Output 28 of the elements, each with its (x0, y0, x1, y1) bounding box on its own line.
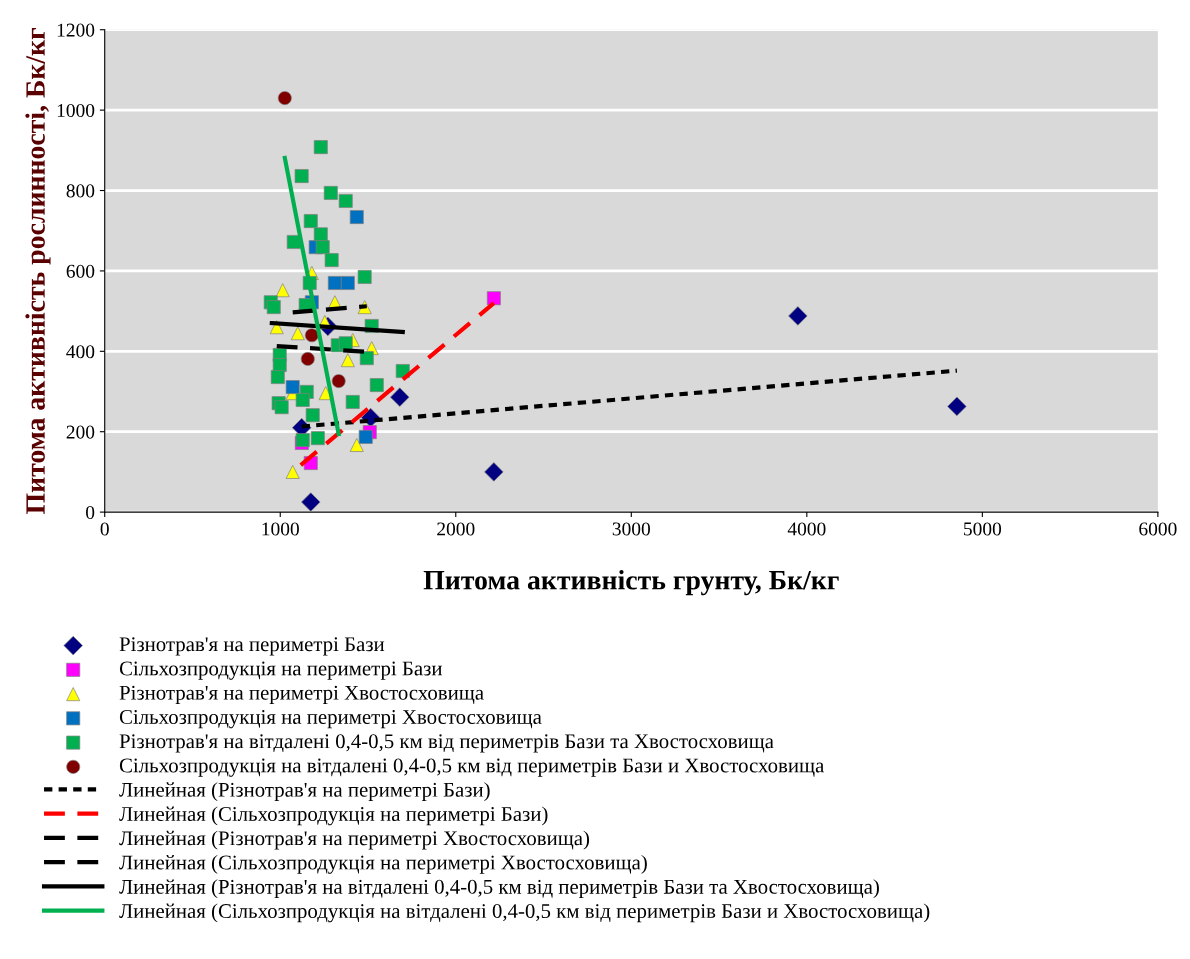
legend-label: Сільхозпродукція на периметрі Хвостосховища (119, 710, 542, 729)
legend-label: Різнотрав'я на вітдалені 0,4-0,5 км від периметрів Бази та Хвостосховища (119, 734, 774, 753)
y-axis-title: Питома активність рослинності, Бк/кг (25, 28, 51, 514)
x-tick-label: 4000 (787, 522, 826, 536)
x-tick-label: 0 (100, 522, 109, 536)
legend-label: Різнотрав'я на периметрі Бази (119, 637, 385, 656)
y-tick-label: 800 (66, 184, 95, 198)
legend-label: Линейная (Різнотрав'я на вітдалені 0,4-0,5 км від периметрів Бази та Хвостосховища) (119, 879, 879, 899)
y-tick-label: 400 (66, 345, 95, 359)
y-tick-label: 600 (66, 264, 95, 278)
x-axis-title: Питома активність грунту, Бк/кг (423, 570, 839, 596)
legend-label: Линейная (Сільхозпродукція на вітдалені 0,4-0,5 км від периметрів Бази и Хвостосховища) (119, 903, 930, 923)
x-tick-label: 3000 (612, 522, 650, 536)
legend-label: Сільхозпродукція на периметрі Бази (119, 661, 443, 680)
x-tick-label: 5000 (964, 522, 1002, 536)
y-tick-label: 1200 (57, 23, 95, 37)
y-tick-label: 1000 (57, 103, 95, 118)
legend-label: Линейная (Сільхозпродукція на периметрі Хвостосховища) (119, 854, 647, 874)
y-tick-label: 200 (66, 425, 95, 439)
legend-label: Сільхозпродукція на вітдалені 0,4-0,5 км від периметрів Бази и Хвостосховища (119, 758, 825, 777)
x-tick-label: 6000 (1139, 522, 1177, 536)
legend-label: Линейная (Різнотрав'я на периметрі Бази) (119, 782, 490, 802)
y-tick-label: 0 (86, 505, 95, 520)
x-tick-label: 1000 (262, 522, 299, 536)
x-tick-label: 2000 (437, 522, 475, 536)
legend-label: Линейная (Різнотрав'я на периметрі Хвостосховища) (119, 830, 590, 850)
legend-label: Різнотрав'я на периметрі Хвостосховища (119, 685, 484, 705)
legend-label: Линейная (Сільхозпродукція на периметрі Бази) (119, 806, 548, 826)
